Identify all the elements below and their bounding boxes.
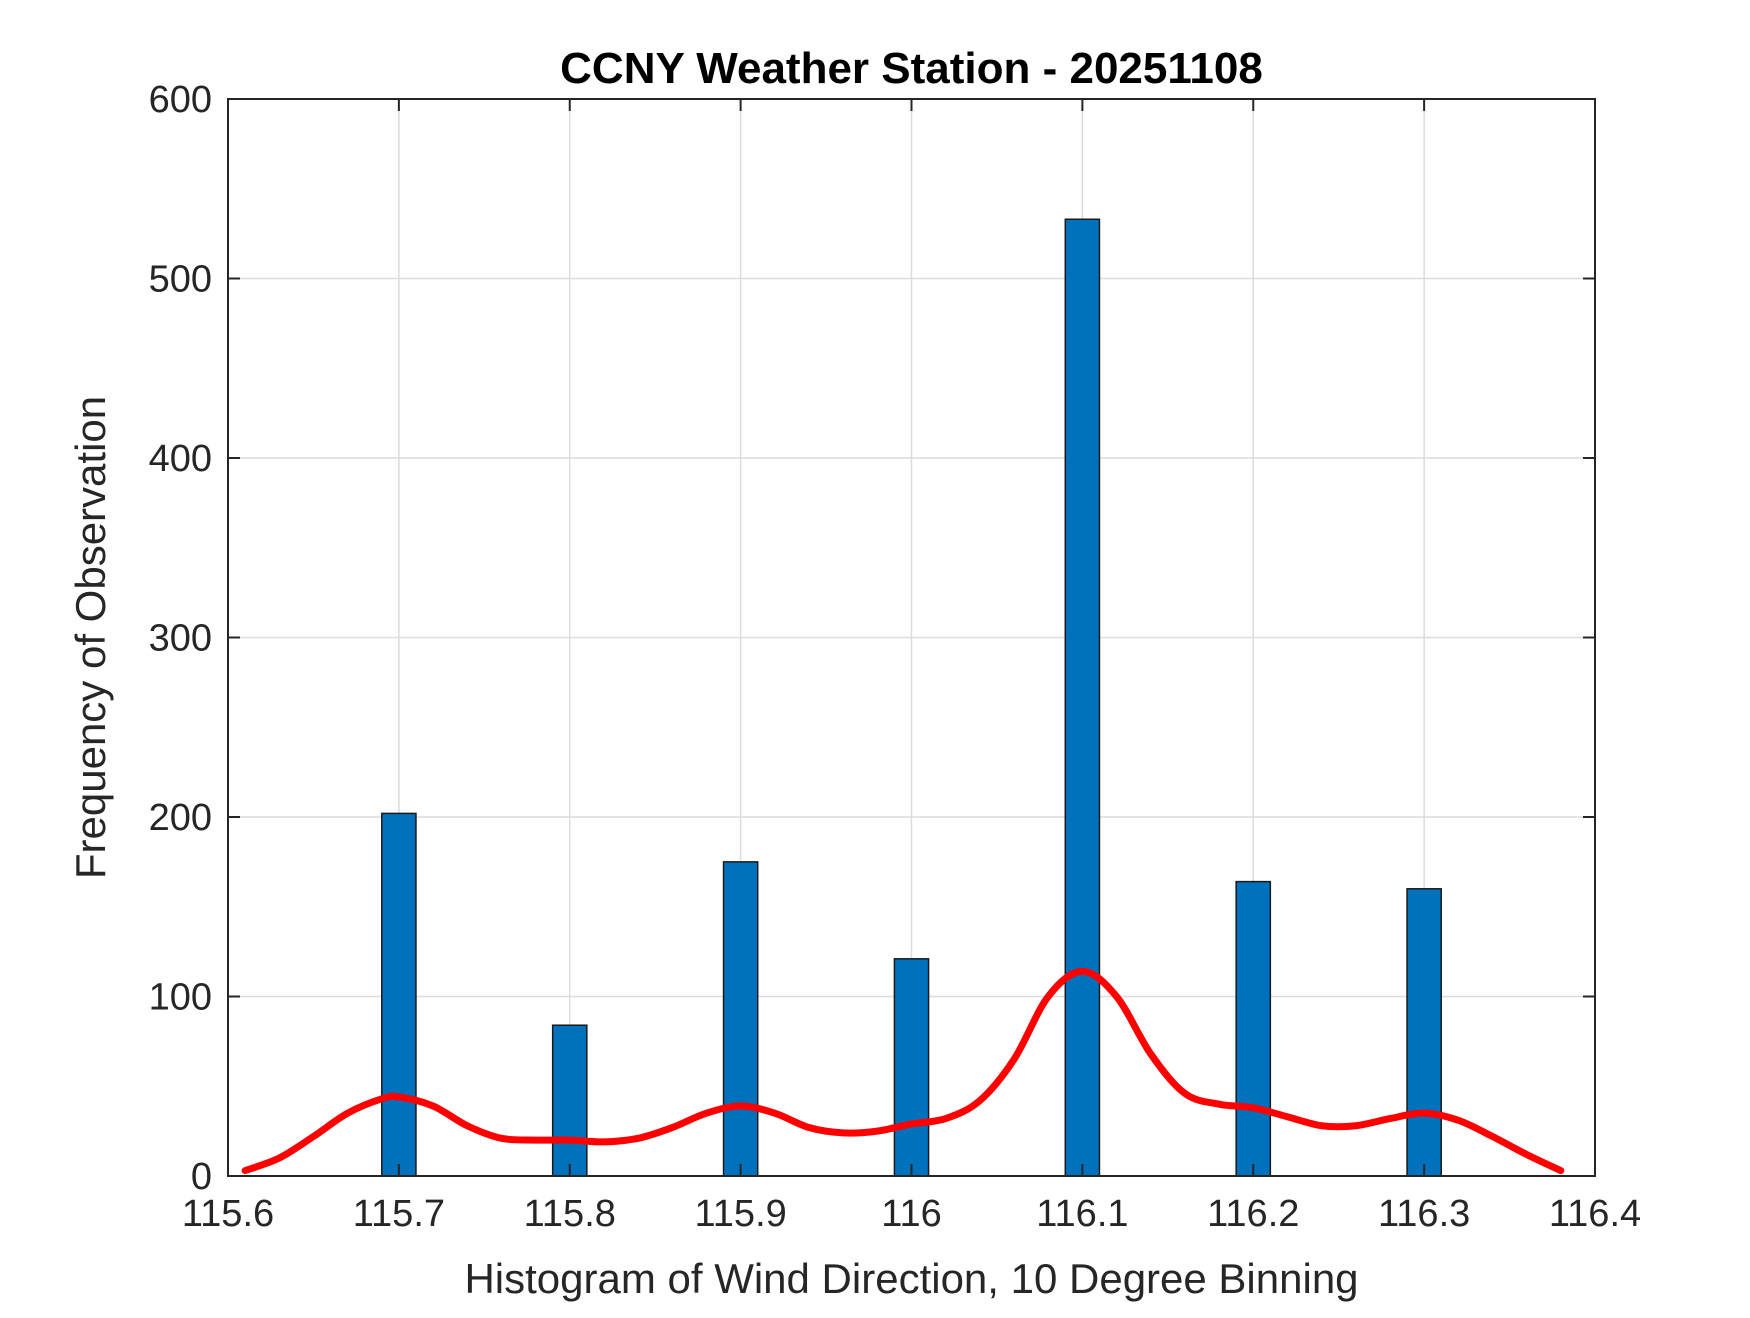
histogram-bar: [381, 812, 417, 1177]
histogram-bars: [381, 218, 1442, 1177]
histogram-bar: [722, 861, 759, 1177]
histogram-bar: [893, 958, 930, 1177]
x-tick-label: 115.6: [182, 1193, 274, 1235]
axis-ticks: [227, 98, 1596, 1177]
y-tick-label: 600: [149, 79, 212, 121]
y-tick-label: 200: [149, 797, 212, 839]
y-tick-label: 400: [149, 438, 212, 480]
x-tick-label: 116: [881, 1193, 942, 1235]
x-tick-label: 115.7: [353, 1193, 445, 1235]
x-axis-label: Histogram of Wind Direction, 10 Degree B…: [464, 1255, 1358, 1302]
y-axis-label: Frequency of Observation: [67, 396, 114, 879]
density-curve-line: [241, 967, 1565, 1175]
x-tick-label: 115.8: [524, 1193, 616, 1235]
y-tick-label: 0: [191, 1156, 212, 1198]
histogram-bar: [1064, 218, 1101, 1177]
x-tick-label: 116.1: [1036, 1193, 1128, 1235]
histogram-bar: [551, 1024, 588, 1177]
x-tick-label: 116.4: [1549, 1193, 1641, 1235]
y-tick-label: 500: [149, 259, 212, 301]
chart-title: CCNY Weather Station - 20251108: [560, 44, 1263, 93]
histogram-bar: [1406, 888, 1442, 1177]
y-tick-label: 300: [149, 618, 212, 660]
x-tick-label: 116.2: [1207, 1193, 1299, 1235]
tick-labels: 115.6 115.7 115.8 115.9 116 116.1 116.2 116.3 11…: [149, 79, 1642, 1235]
density-curve: [241, 967, 1565, 1175]
y-tick-label: 100: [149, 977, 212, 1019]
histogram-bar: [1235, 880, 1272, 1177]
x-tick-label: 115.9: [694, 1193, 786, 1235]
x-tick-label: 116.3: [1378, 1193, 1470, 1235]
